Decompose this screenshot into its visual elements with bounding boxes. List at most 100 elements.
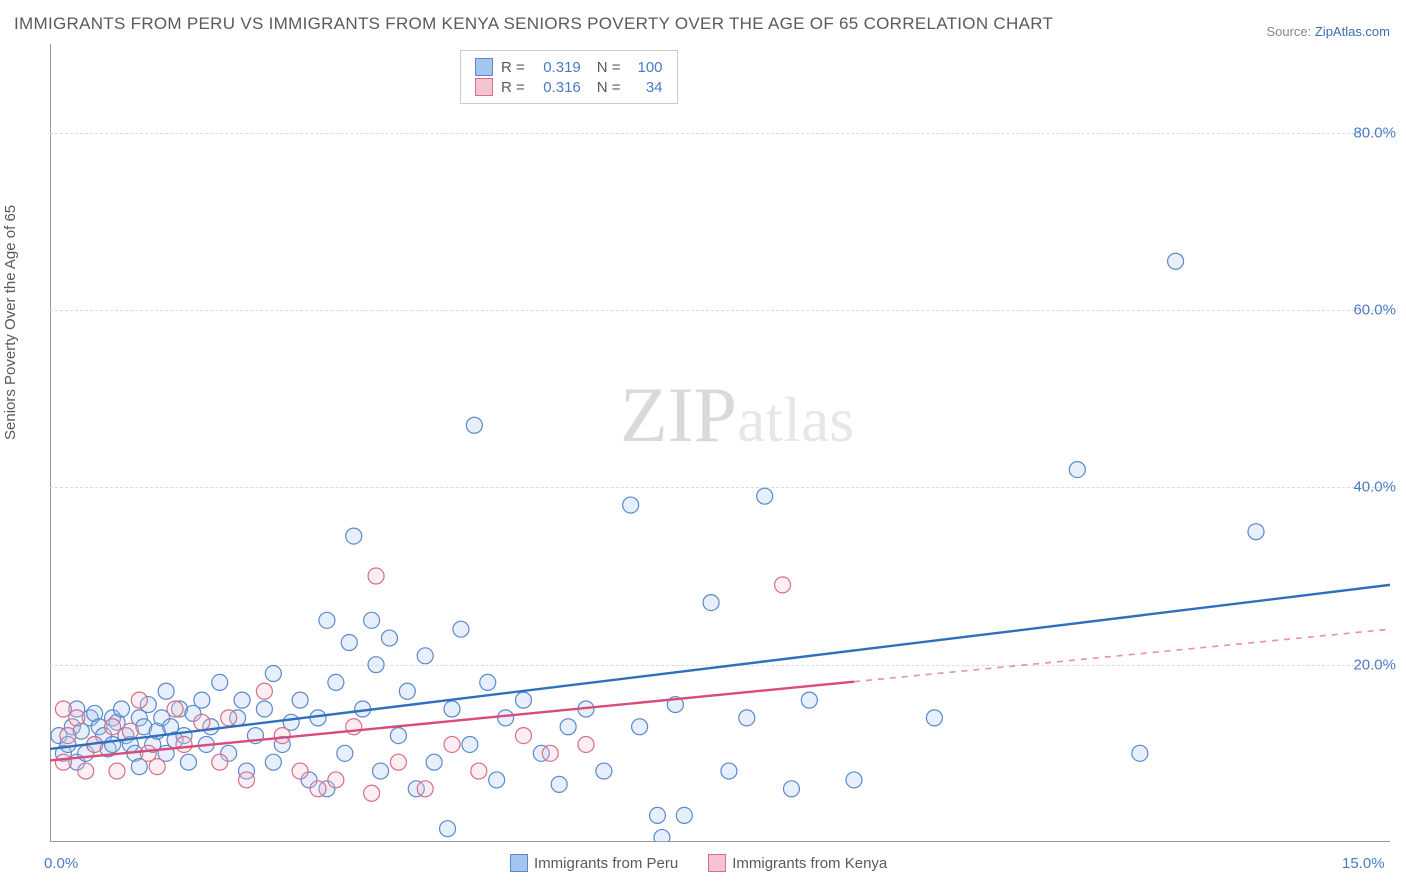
data-point xyxy=(149,759,165,775)
legend-row-peru: R = 0.319 N = 100 xyxy=(475,57,663,77)
data-point xyxy=(212,674,228,690)
data-point xyxy=(60,728,76,744)
data-point xyxy=(265,666,281,682)
data-point xyxy=(480,674,496,690)
data-point xyxy=(596,763,612,779)
data-point xyxy=(440,821,456,837)
data-point xyxy=(194,692,210,708)
data-point xyxy=(623,497,639,513)
data-point xyxy=(346,528,362,544)
data-point xyxy=(399,683,415,699)
data-point xyxy=(1168,253,1184,269)
data-point xyxy=(319,612,335,628)
data-point xyxy=(368,568,384,584)
data-point xyxy=(466,417,482,433)
data-point xyxy=(926,710,942,726)
data-point xyxy=(578,736,594,752)
data-point xyxy=(364,785,380,801)
legend-box: R = 0.319 N = 100 R = 0.316 N = 34 xyxy=(460,50,678,104)
legend-r-label: R = xyxy=(501,59,525,76)
data-point xyxy=(462,736,478,752)
data-point xyxy=(122,723,138,739)
legend-swatch-kenya xyxy=(475,78,493,96)
data-point xyxy=(1069,462,1085,478)
data-point xyxy=(551,776,567,792)
legend-n-label: N = xyxy=(597,79,621,96)
data-point xyxy=(310,781,326,797)
data-point xyxy=(801,692,817,708)
data-point xyxy=(373,763,389,779)
data-point xyxy=(381,630,397,646)
data-point xyxy=(783,781,799,797)
data-point xyxy=(676,807,692,823)
source-link[interactable]: ZipAtlas.com xyxy=(1315,24,1390,39)
data-point xyxy=(739,710,755,726)
data-point xyxy=(515,692,531,708)
data-point xyxy=(105,719,121,735)
legend-r-kenya: 0.316 xyxy=(533,79,581,96)
data-point xyxy=(515,728,531,744)
data-point xyxy=(167,701,183,717)
data-point xyxy=(775,577,791,593)
legend-r-peru: 0.319 xyxy=(533,59,581,76)
data-point xyxy=(498,710,514,726)
scatter-plot xyxy=(50,44,1390,842)
x-tick-label: 15.0% xyxy=(1342,855,1385,872)
data-point xyxy=(721,763,737,779)
data-point xyxy=(78,763,94,779)
data-point xyxy=(194,714,210,730)
legend-swatch-peru xyxy=(510,854,528,872)
data-point xyxy=(337,745,353,761)
data-point xyxy=(417,781,433,797)
data-point xyxy=(69,710,85,726)
data-point xyxy=(453,621,469,637)
data-point xyxy=(292,763,308,779)
bottom-legend-peru: Immigrants from Peru xyxy=(510,854,678,872)
data-point xyxy=(489,772,505,788)
legend-row-kenya: R = 0.316 N = 34 xyxy=(475,77,663,97)
data-point xyxy=(328,772,344,788)
source-label: Source: xyxy=(1266,24,1314,39)
data-point xyxy=(1248,524,1264,540)
legend-n-label: N = xyxy=(597,59,621,76)
data-point xyxy=(471,763,487,779)
legend-swatch-peru xyxy=(475,58,493,76)
data-point xyxy=(390,728,406,744)
data-point xyxy=(176,736,192,752)
x-tick-label: 0.0% xyxy=(44,855,78,872)
data-point xyxy=(542,745,558,761)
trend-line xyxy=(50,585,1390,749)
data-point xyxy=(131,692,147,708)
data-point xyxy=(341,635,357,651)
bottom-legend-label-peru: Immigrants from Peru xyxy=(534,855,678,872)
legend-n-kenya: 34 xyxy=(629,79,663,96)
data-point xyxy=(265,754,281,770)
data-point xyxy=(444,736,460,752)
data-point xyxy=(221,710,237,726)
data-point xyxy=(632,719,648,735)
data-point xyxy=(328,674,344,690)
data-point xyxy=(364,612,380,628)
data-point xyxy=(390,754,406,770)
chart-title: IMMIGRANTS FROM PERU VS IMMIGRANTS FROM … xyxy=(14,14,1053,34)
data-point xyxy=(444,701,460,717)
data-point xyxy=(256,683,272,699)
data-point xyxy=(649,807,665,823)
data-point xyxy=(234,692,250,708)
data-point xyxy=(180,754,196,770)
data-point xyxy=(703,595,719,611)
data-point xyxy=(292,692,308,708)
data-point xyxy=(109,763,125,779)
data-point xyxy=(846,772,862,788)
bottom-legend: Immigrants from Peru Immigrants from Ken… xyxy=(510,854,887,872)
legend-r-label: R = xyxy=(501,79,525,96)
bottom-legend-label-kenya: Immigrants from Kenya xyxy=(732,855,887,872)
data-point xyxy=(158,683,174,699)
data-point xyxy=(239,772,255,788)
data-point xyxy=(426,754,442,770)
data-point xyxy=(55,754,71,770)
data-point xyxy=(274,728,290,744)
data-point xyxy=(212,754,228,770)
data-point xyxy=(368,657,384,673)
data-point xyxy=(256,701,272,717)
